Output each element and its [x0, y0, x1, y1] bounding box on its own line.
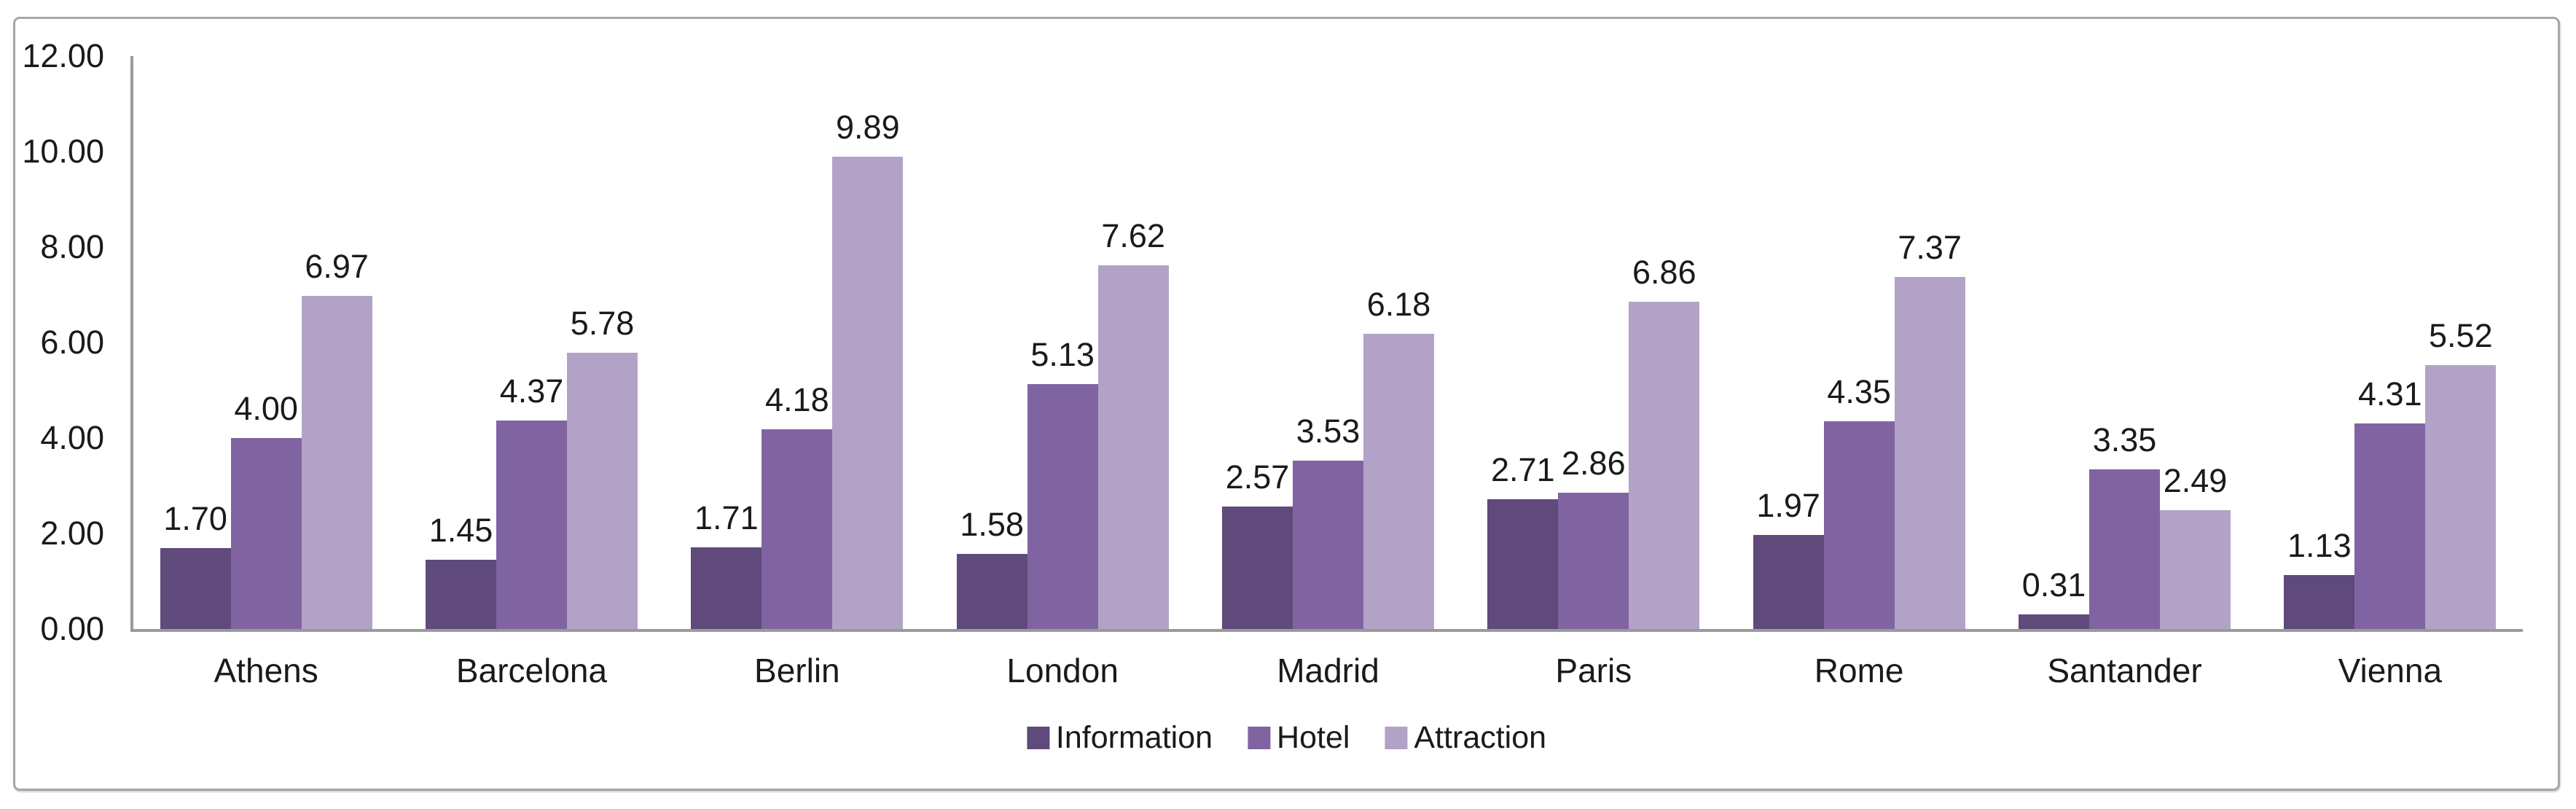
bar-hotel-paris — [1558, 492, 1629, 629]
value-label-attraction-rome: 7.37 — [1898, 229, 1962, 267]
legend: Information Hotel Attraction — [1026, 720, 1546, 756]
y-tick-label-12.00: 12.00 — [22, 37, 104, 74]
value-label-hotel-paris: 2.86 — [1562, 444, 1626, 482]
value-label-attraction-madrid: 6.18 — [1366, 286, 1431, 324]
value-label-attraction-berlin: 9.89 — [836, 109, 900, 146]
legend-label-information: Information — [1055, 720, 1213, 755]
bar-information-madrid — [1222, 506, 1293, 629]
y-axis-line — [130, 56, 133, 632]
legend-swatch-attraction — [1385, 727, 1408, 749]
bar-information-berlin — [691, 547, 762, 629]
value-label-attraction-paris: 6.86 — [1632, 253, 1696, 291]
bar-hotel-athens — [230, 438, 302, 629]
bar-attraction-barcelona — [567, 353, 638, 629]
value-label-hotel-rome: 4.35 — [1827, 373, 1891, 411]
y-tick-label-6.00: 6.00 — [40, 324, 104, 361]
value-label-hotel-athens: 4.00 — [234, 390, 298, 427]
bar-information-santander — [2019, 614, 2089, 629]
bar-information-vienna — [2284, 574, 2355, 629]
value-label-information-berlin: 1.71 — [694, 499, 759, 536]
category-label-vienna: Vienna — [2338, 652, 2443, 689]
value-label-hotel-berlin: 4.18 — [765, 381, 829, 419]
legend-item-information: Information — [1026, 720, 1213, 756]
legend-swatch-hotel — [1248, 727, 1271, 749]
bar-hotel-barcelona — [496, 420, 567, 629]
category-label-athens: Athens — [214, 652, 318, 689]
category-label-santander: Santander — [2047, 652, 2202, 689]
bar-attraction-madrid — [1363, 334, 1434, 629]
bar-hotel-santander — [2089, 469, 2160, 629]
category-label-rome: Rome — [1814, 652, 1904, 689]
bar-hotel-madrid — [1293, 460, 1363, 629]
value-label-attraction-vienna: 5.52 — [2429, 317, 2493, 355]
y-tick-label-4.00: 4.00 — [40, 419, 104, 456]
category-label-madrid: Madrid — [1277, 652, 1379, 689]
bar-information-rome — [1753, 534, 1824, 629]
x-axis-line — [130, 629, 2523, 632]
value-label-attraction-barcelona: 5.78 — [570, 305, 635, 343]
value-label-hotel-london: 5.13 — [1030, 335, 1095, 373]
value-label-information-paris: 2.71 — [1491, 451, 1555, 489]
value-label-information-vienna: 1.13 — [2287, 526, 2352, 564]
value-label-information-santander: 0.31 — [2021, 566, 2086, 603]
value-label-attraction-athens: 6.97 — [305, 248, 369, 286]
value-label-attraction-santander: 2.49 — [2163, 461, 2228, 499]
bar-information-barcelona — [426, 560, 496, 629]
chart-frame: 0.00 2.00 4.00 6.00 8.00 10.00 12.00 1.70 4.00 6… — [13, 17, 2560, 791]
bar-hotel-london — [1027, 383, 1098, 629]
value-label-hotel-madrid: 3.53 — [1296, 412, 1361, 450]
value-label-hotel-barcelona: 4.37 — [499, 372, 564, 410]
legend-swatch-information — [1026, 727, 1049, 749]
y-tick-label-2.00: 2.00 — [40, 515, 104, 552]
y-tick-label-10.00: 10.00 — [22, 133, 104, 170]
bar-attraction-athens — [301, 296, 372, 629]
legend-item-attraction: Attraction — [1385, 720, 1546, 756]
legend-label-attraction: Attraction — [1414, 720, 1547, 755]
value-label-information-rome: 1.97 — [1756, 486, 1820, 524]
bar-hotel-berlin — [762, 429, 833, 629]
value-label-attraction-london: 7.62 — [1101, 216, 1165, 254]
legend-item-hotel: Hotel — [1248, 720, 1350, 756]
value-label-information-london: 1.58 — [960, 505, 1024, 543]
bar-hotel-vienna — [2354, 423, 2426, 629]
bar-attraction-berlin — [832, 157, 904, 629]
bar-information-athens — [160, 547, 231, 629]
category-label-london: London — [1006, 652, 1119, 689]
y-tick-label-8.00: 8.00 — [40, 228, 104, 265]
value-label-hotel-vienna: 4.31 — [2358, 375, 2422, 413]
category-label-barcelona: Barcelona — [455, 652, 608, 689]
bar-attraction-london — [1097, 265, 1169, 629]
value-label-information-barcelona: 1.45 — [428, 512, 493, 550]
bar-attraction-vienna — [2425, 365, 2497, 629]
category-label-paris: Paris — [1555, 652, 1632, 689]
bar-hotel-rome — [1823, 421, 1895, 629]
legend-label-hotel: Hotel — [1277, 720, 1350, 755]
value-label-information-athens: 1.70 — [163, 499, 227, 537]
bar-attraction-santander — [2160, 509, 2231, 629]
value-label-hotel-santander: 3.35 — [2092, 421, 2157, 458]
bar-attraction-rome — [1894, 277, 1965, 629]
value-label-information-madrid: 2.57 — [1225, 458, 1290, 496]
bar-information-paris — [1487, 499, 1559, 629]
bar-attraction-paris — [1629, 301, 1700, 629]
category-label-berlin: Berlin — [754, 652, 840, 689]
y-tick-label-0.00: 0.00 — [40, 610, 104, 647]
bar-information-london — [956, 553, 1027, 629]
